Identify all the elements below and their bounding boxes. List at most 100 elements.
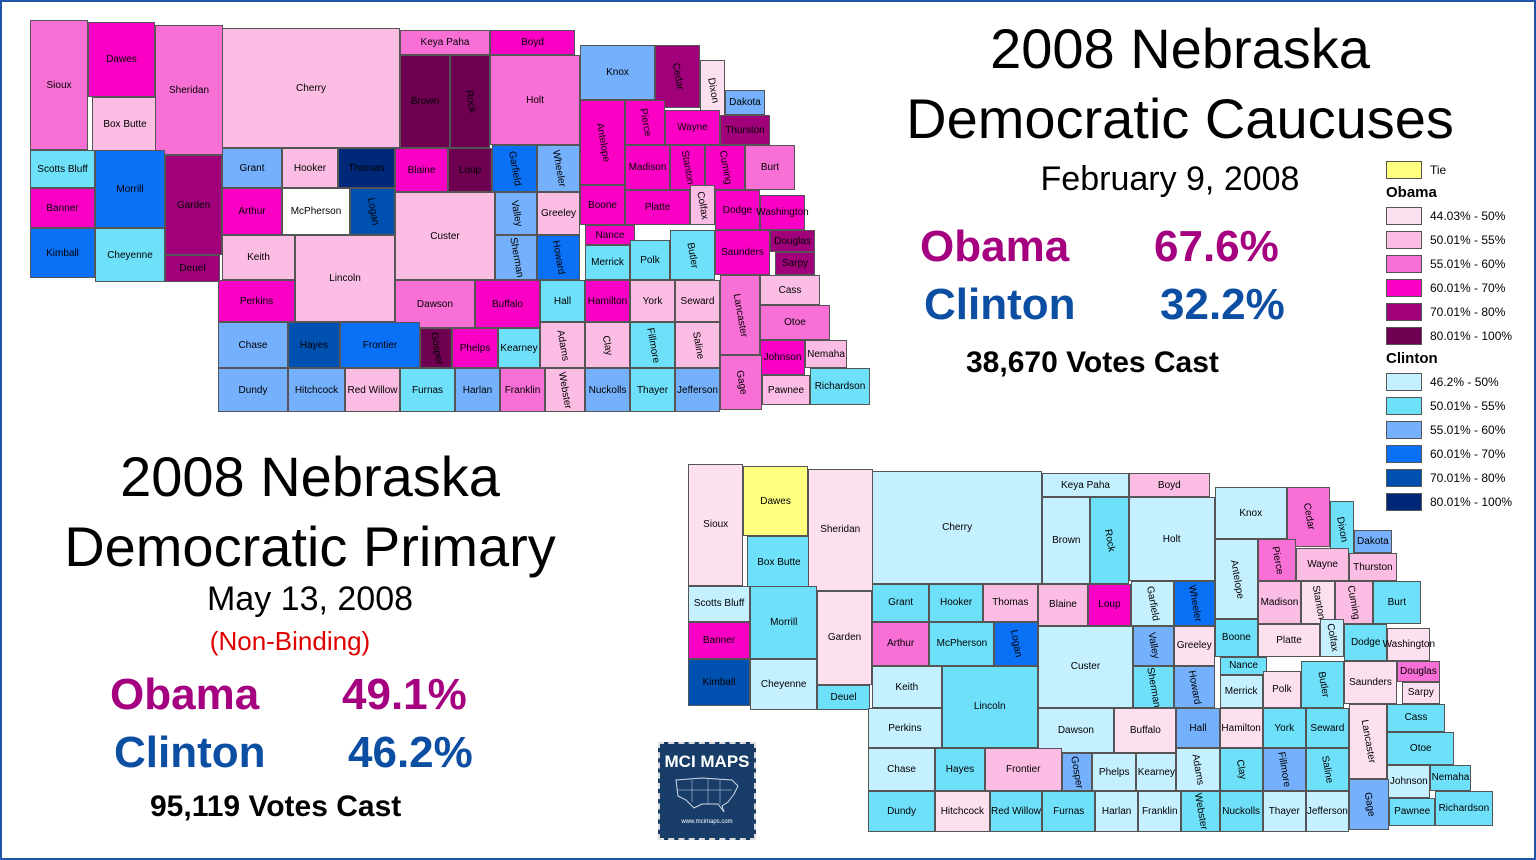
county-label: Thomas	[992, 597, 1029, 609]
caucus-county-deuel: Deuel	[165, 255, 220, 282]
county-label: Franklin	[1141, 806, 1178, 818]
caucus-county-valley: Valley	[495, 192, 537, 235]
primary-county-douglas: Douglas	[1396, 661, 1440, 682]
county-label: Grant	[239, 162, 265, 174]
county-label: Jefferson	[677, 384, 718, 396]
caucus-county-kimball: Kimball	[30, 228, 95, 278]
county-label: Harlan	[462, 384, 493, 396]
legend-item-clinton-2: 50.01% - 55%	[1386, 394, 1512, 418]
county-label: Lincoln	[973, 701, 1006, 713]
county-label: Valley	[1145, 631, 1162, 660]
county-label: Red Willow	[347, 384, 398, 396]
primary-county-frontier: Frontier	[984, 747, 1062, 791]
county-label: Pawnee	[1394, 806, 1431, 818]
county-label: Deuel	[179, 263, 206, 274]
primary-county-madison: Madison	[1257, 581, 1302, 624]
caucus-county-loup: Loup	[448, 148, 492, 192]
county-label: Kimball	[46, 247, 79, 259]
legend-label: 44.03% - 50%	[1430, 209, 1506, 223]
caucus-county-perkins: Perkins	[218, 280, 295, 322]
primary-county-thurston: Thurston	[1348, 553, 1397, 582]
caucus-county-nemaha: Nemaha	[805, 340, 847, 368]
caucus-county-keya-paha: Keya Paha	[400, 30, 490, 55]
county-label: Brown	[1052, 534, 1081, 546]
caucus-county-box-butte: Box Butte	[92, 97, 158, 152]
caucus-county-pierce: Pierce	[625, 100, 665, 145]
county-label: Sarpy	[1407, 687, 1434, 699]
caucus-county-garfield: Garfield	[492, 145, 537, 192]
caucus-county-saunders: Saunders	[715, 230, 770, 275]
logo-url: www.mcimaps.com	[681, 819, 733, 825]
county-label: Sherman	[1144, 666, 1163, 709]
county-label: Blaine	[1049, 599, 1077, 611]
county-label: Antelope	[1227, 558, 1246, 600]
primary-county-york: York	[1262, 708, 1306, 748]
primary-county-pawnee: Pawnee	[1389, 797, 1436, 826]
caucus-county-hitchcock: Hitchcock	[288, 368, 345, 412]
county-label: Harlan	[1101, 806, 1132, 818]
legend-item-clinton-6: 80.01% - 100%	[1386, 490, 1512, 514]
county-label: Dawson	[1057, 725, 1094, 737]
caucus-county-cedar: Cedar	[655, 45, 700, 108]
legend-item-obama-3: 55.01% - 60%	[1386, 252, 1512, 276]
primary-county-saline: Saline	[1305, 747, 1349, 791]
county-label: Furnas	[1053, 806, 1085, 818]
primary-county-platte: Platte	[1257, 623, 1321, 657]
county-label: Dakota	[1357, 535, 1389, 547]
primary-county-rock: Rock	[1090, 496, 1129, 585]
primary-county-kearney: Kearney	[1136, 753, 1177, 791]
caucus-county-seward: Seward	[675, 280, 720, 322]
caucus-county-gosper: Gosper	[420, 328, 452, 368]
primary-county-valley: Valley	[1133, 625, 1174, 666]
county-label: Boyd	[1157, 479, 1181, 491]
county-label: Adams	[1189, 753, 1207, 786]
county-label: Nemaha	[807, 348, 845, 360]
county-label: Butler	[1314, 670, 1331, 699]
legend-swatch	[1386, 397, 1422, 415]
county-label: Grant	[888, 597, 914, 609]
county-label: Knox	[1239, 507, 1263, 519]
caucus-county-burt: Burt	[745, 145, 795, 190]
county-label: Rock	[1102, 528, 1117, 553]
county-label: Sheridan	[820, 524, 861, 536]
logo-text: MCI MAPS	[664, 752, 750, 771]
caucus-county-dundy: Dundy	[218, 368, 288, 412]
primary-county-grant: Grant	[871, 584, 930, 622]
county-label: Lancaster	[1358, 718, 1378, 764]
county-label: Hall	[553, 295, 572, 307]
county-label: Cass	[1404, 712, 1428, 724]
county-label: Chase	[887, 763, 916, 775]
legend-item-clinton-5: 70.01% - 80%	[1386, 466, 1512, 490]
county-label: Phelps	[1098, 766, 1130, 778]
primary-county-garden: Garden	[817, 590, 872, 685]
caucus-county-phelps: Phelps	[452, 328, 498, 368]
caucus-county-gage: Gage	[720, 355, 762, 410]
primary-county-gosper: Gosper	[1061, 753, 1093, 791]
caucus-county-cass: Cass	[760, 275, 820, 305]
caucus-county-boyd: Boyd	[490, 30, 575, 55]
caucus-county-york: York	[630, 280, 675, 322]
primary-county-deuel: Deuel	[817, 684, 870, 711]
legend-label: 46.2% - 50%	[1430, 375, 1499, 389]
county-label: Dixon	[1334, 516, 1350, 544]
caucus-clinton-pct: 32.2%	[1160, 280, 1285, 329]
caucus-county-antelope: Antelope	[580, 100, 625, 185]
legend-swatch	[1386, 231, 1422, 249]
primary-county-blaine: Blaine	[1037, 584, 1089, 626]
county-label: Boyd	[521, 37, 544, 48]
county-label: Dawes	[106, 54, 137, 65]
primary-county-pierce: Pierce	[1257, 539, 1297, 582]
primary-county-saunders: Saunders	[1344, 661, 1397, 704]
caucus-county-cherry: Cherry	[222, 28, 400, 148]
caucus-county-furnas: Furnas	[400, 368, 455, 412]
county-label: Dodge	[1350, 636, 1381, 648]
caucus-county-kearney: Kearney	[498, 328, 540, 368]
county-label: Saline	[1319, 754, 1336, 785]
caucus-county-howard: Howard	[537, 235, 580, 280]
caucus-county-cheyenne: Cheyenne	[95, 228, 165, 282]
county-label: Dawes	[760, 495, 791, 507]
caucus-county-scotts-bluff: Scotts Bluff	[30, 150, 95, 188]
county-label: Gosper	[1068, 755, 1086, 790]
primary-county-harlan: Harlan	[1095, 791, 1139, 833]
primary-county-jefferson: Jefferson	[1305, 791, 1349, 833]
